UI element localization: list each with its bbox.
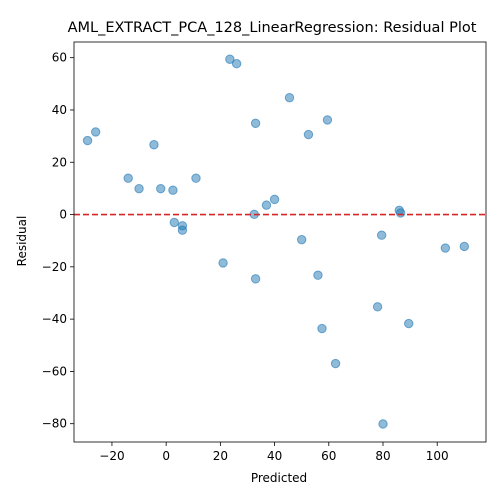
data-point [231,58,242,69]
y-tick-label: −80 [42,417,67,431]
data-point [168,185,178,195]
data-point [156,183,166,194]
y-tick-label: −40 [42,312,67,326]
y-tick-label: −60 [42,364,67,378]
data-point [376,230,387,240]
y-axis-ticks: −80 −60 −40 −20 0 20 40 60 [42,51,74,431]
data-point [123,173,133,183]
chart-title: AML_EXTRACT_PCA_128_LinearRegression: Re… [68,20,477,36]
y-tick-label: 60 [52,51,67,65]
data-point [313,270,323,280]
x-tick-label: −20 [99,449,124,463]
y-tick-label: 40 [52,103,67,117]
data-point [322,115,333,125]
data-point [404,318,414,329]
data-point [261,200,272,210]
data-point [134,183,144,194]
data-point [372,302,383,312]
data-point [177,225,188,235]
y-axis-label: Residual [15,216,29,267]
data-point [82,135,93,146]
x-tick-label: 100 [426,449,449,463]
points-layer [82,54,470,429]
data-point [269,194,280,205]
x-tick-label: 0 [162,449,170,463]
x-tick-label: 80 [375,449,390,463]
data-point [378,419,388,429]
data-point [250,274,261,284]
data-point [250,118,261,129]
x-tick-label: 20 [213,449,228,463]
x-axis-label: Predicted [251,471,307,485]
data-point [330,358,341,369]
data-point [317,323,327,334]
data-point [225,54,235,64]
data-point [284,92,295,103]
x-tick-label: 60 [321,449,336,463]
data-point [459,241,470,252]
data-point [149,140,159,150]
y-tick-label: 20 [52,155,67,169]
plot-area-frame [73,41,487,443]
data-point [440,243,451,253]
x-axis-ticks: −20 0 20 40 60 80 100 [99,442,449,463]
data-point [395,208,406,218]
data-point [169,217,179,228]
data-point [90,127,101,137]
data-point [191,173,201,183]
data-point [218,258,228,268]
x-tick-label: 40 [267,449,282,463]
data-point [303,129,314,140]
y-tick-label: −20 [42,260,67,274]
data-point [296,234,307,245]
y-tick-label: 0 [59,208,67,222]
